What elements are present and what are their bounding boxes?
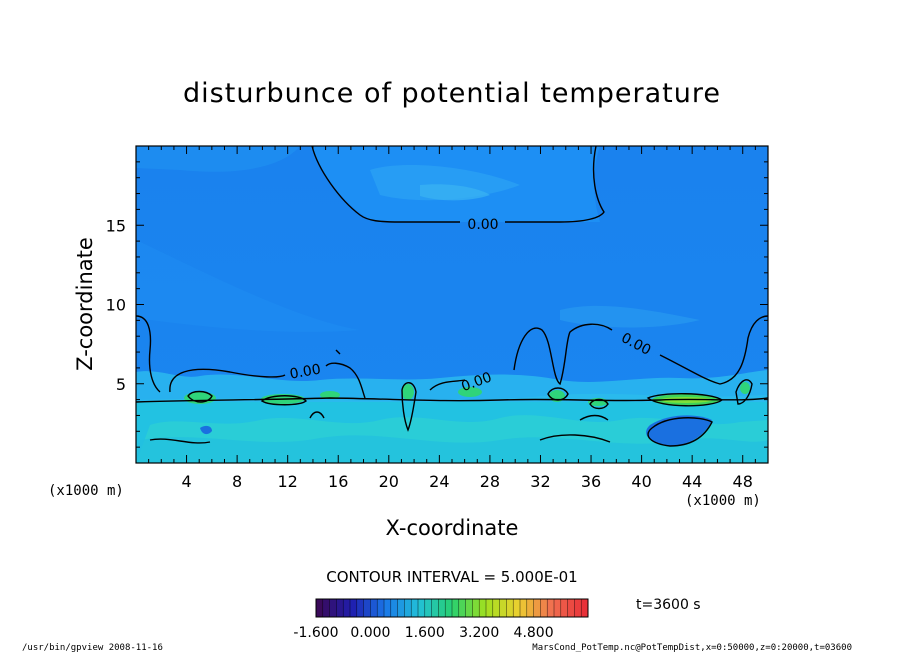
colorbar-swatch xyxy=(418,599,426,617)
colorbar-swatch xyxy=(445,599,453,617)
chart-title: disturbunce of potential temperature xyxy=(183,78,721,109)
x-tick-label: 4 xyxy=(181,472,191,491)
colorbar-swatch xyxy=(377,599,385,617)
x-tick-label: 36 xyxy=(581,472,601,491)
contour-label: 0.00 xyxy=(289,361,322,382)
y-axis-label: Z-coordinate xyxy=(73,237,97,371)
colorbar-tick-label: 1.600 xyxy=(405,625,445,641)
colorbar xyxy=(315,599,589,617)
colorbar-swatch xyxy=(581,599,589,617)
footer-right: MarsCond_PotTemp.nc@PotTempDist,x=0:5000… xyxy=(532,643,852,653)
colorbar-swatch xyxy=(540,599,548,617)
colorbar-swatch xyxy=(404,599,412,617)
y-axis: 5 10 15 xyxy=(106,161,768,448)
colorbar-ticks: -1.600 0.000 1.600 3.200 4.800 xyxy=(293,625,553,641)
colorbar-swatch xyxy=(465,599,473,617)
y-tick-label: 5 xyxy=(116,375,126,394)
colorbar-swatch xyxy=(452,599,460,617)
colorbar-swatch xyxy=(336,599,344,617)
colorbar-swatch xyxy=(438,599,446,617)
x-unit-left: (x1000 m) xyxy=(48,483,124,499)
colorbar-swatch xyxy=(350,599,358,617)
colorbar-swatch xyxy=(526,599,534,617)
contour-interval: CONTOUR INTERVAL = 5.000E-01 xyxy=(326,568,577,586)
x-tick-label: 24 xyxy=(429,472,449,491)
colorbar-tick-label: -1.600 xyxy=(293,625,338,641)
colorbar-swatch xyxy=(316,599,324,617)
colorbar-swatch xyxy=(356,599,364,617)
colorbar-swatch xyxy=(567,599,575,617)
colorbar-swatch xyxy=(472,599,480,617)
colorbar-swatch xyxy=(492,599,500,617)
x-tick-label: 12 xyxy=(278,472,298,491)
x-unit-right: (x1000 m) xyxy=(685,493,761,509)
colorbar-swatch xyxy=(560,599,568,617)
x-tick-label: 48 xyxy=(733,472,753,491)
colorbar-tick-label: 3.200 xyxy=(459,625,499,641)
colorbar-swatch xyxy=(370,599,378,617)
colorbar-swatch xyxy=(479,599,487,617)
colorbar-swatch xyxy=(397,599,405,617)
colorbar-swatch xyxy=(499,599,507,617)
colorbar-swatch xyxy=(390,599,398,617)
colorbar-frame xyxy=(315,598,589,618)
colorbar-swatch xyxy=(384,599,392,617)
colorbar-swatch xyxy=(343,599,351,617)
colorbar-swatch xyxy=(547,599,555,617)
colorbar-swatch xyxy=(424,599,432,617)
x-tick-label: 8 xyxy=(232,472,242,491)
contour-field xyxy=(136,146,768,463)
colorbar-tick-label: 4.800 xyxy=(514,625,554,641)
x-tick-label: 16 xyxy=(328,472,348,491)
colorbar-swatch xyxy=(486,599,494,617)
x-tick-label: 28 xyxy=(480,472,500,491)
colorbar-swatch xyxy=(329,599,337,617)
colorbar-swatch xyxy=(458,599,466,617)
colorbar-swatch xyxy=(533,599,541,617)
y-tick-label: 10 xyxy=(106,296,126,315)
x-axis-label: X-coordinate xyxy=(386,516,519,540)
x-tick-label: 20 xyxy=(379,472,399,491)
footer-left: /usr/bin/gpview 2008-11-16 xyxy=(22,643,163,653)
colorbar-swatch xyxy=(520,599,528,617)
y-tick-label: 15 xyxy=(106,216,126,235)
colorbar-swatch xyxy=(574,599,582,617)
colorbar-swatch xyxy=(411,599,419,617)
colorbar-swatch xyxy=(431,599,439,617)
colorbar-swatch xyxy=(513,599,521,617)
x-tick-label: 44 xyxy=(682,472,702,491)
time-label: t=3600 s xyxy=(636,597,701,613)
x-tick-label: 32 xyxy=(530,472,550,491)
colorbar-swatch xyxy=(363,599,371,617)
contour-label: 0.00 xyxy=(467,217,498,233)
colorbar-swatch xyxy=(506,599,514,617)
colorbar-swatch xyxy=(322,599,330,617)
x-tick-label: 40 xyxy=(631,472,651,491)
colorbar-tick-label: 0.000 xyxy=(350,625,390,641)
colorbar-swatch xyxy=(554,599,562,617)
x-axis: 4 8 12 16 20 24 28 32 36 40 44 48 xyxy=(148,146,756,491)
